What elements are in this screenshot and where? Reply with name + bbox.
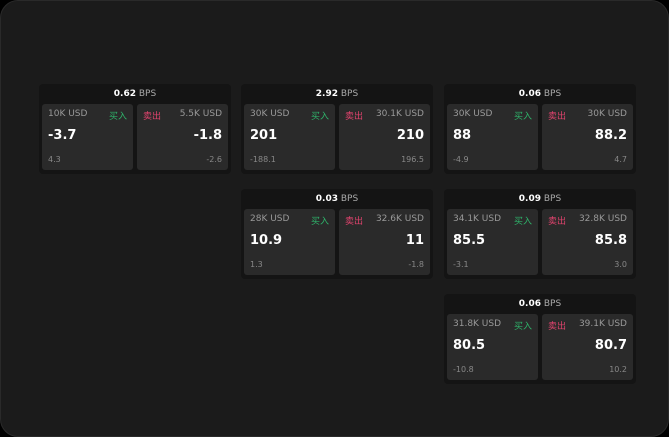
ask-change: 10.2	[609, 365, 627, 374]
ask-price: 11	[405, 233, 424, 248]
buy-panel[interactable]: 30K USD 买入 201 -188.1	[244, 104, 335, 170]
buy-label: 买入	[513, 112, 532, 122]
ask-size: 32.6K USD	[375, 214, 424, 224]
buy-label: 买入	[513, 217, 532, 227]
ask-change: -2.6	[206, 155, 222, 164]
spread-value: 0.09	[518, 194, 541, 204]
quote-card: 0.62 BPS 10K USD 买入 -3.7 4.3 卖出 5.5K USD -…	[39, 84, 231, 174]
sell-label: 卖出	[548, 112, 567, 122]
bid-change: -4.9	[453, 155, 469, 164]
spread-value: 0.06	[518, 299, 541, 309]
spread-value: 0.03	[315, 194, 338, 204]
ask-size: 39.1K USD	[578, 319, 627, 329]
sell-label: 卖出	[143, 112, 162, 122]
bid-change: -188.1	[250, 155, 276, 164]
buy-label: 买入	[513, 322, 532, 332]
bid-size: 31.8K USD	[453, 319, 502, 329]
bid-size: 30K USD	[453, 109, 493, 119]
sell-label: 卖出	[345, 217, 364, 227]
spread-header: 0.62 BPS	[39, 84, 231, 104]
quote-card: 2.92 BPS 30K USD 买入 201 -188.1 卖出 30.1K US…	[241, 84, 433, 174]
sell-panel[interactable]: 卖出 32.8K USD 85.8 3.0	[542, 209, 633, 275]
bid-size: 10K USD	[48, 109, 88, 119]
spread-header: 0.06 BPS	[444, 294, 636, 314]
sell-panel[interactable]: 卖出 5.5K USD -1.8 -2.6	[137, 104, 228, 170]
spread-header: 2.92 BPS	[241, 84, 433, 104]
spread-unit: BPS	[543, 89, 562, 99]
sell-label: 卖出	[345, 112, 364, 122]
sell-panel[interactable]: 卖出 30.1K USD 210 196.5	[339, 104, 430, 170]
spread-header: 0.03 BPS	[241, 189, 433, 209]
ask-change: 4.7	[614, 155, 627, 164]
quote-card: 0.06 BPS 30K USD 买入 88 -4.9 卖出 30K USD 88.…	[444, 84, 636, 174]
spread-unit: BPS	[543, 299, 562, 309]
spread-unit: BPS	[340, 89, 359, 99]
ask-change: 196.5	[401, 155, 424, 164]
ask-change: 3.0	[614, 260, 627, 269]
buy-panel[interactable]: 30K USD 买入 88 -4.9	[447, 104, 538, 170]
buy-panel[interactable]: 28K USD 买入 10.9 1.3	[244, 209, 335, 275]
sell-panel[interactable]: 卖出 32.6K USD 11 -1.8	[339, 209, 430, 275]
bid-size: 28K USD	[250, 214, 290, 224]
spread-value: 0.06	[518, 89, 541, 99]
bid-size: 30K USD	[250, 109, 290, 119]
bid-price: 201	[250, 128, 278, 143]
bid-change: -3.1	[453, 260, 469, 269]
quote-card: 0.03 BPS 28K USD 买入 10.9 1.3 卖出 32.6K USD …	[241, 189, 433, 279]
quote-card: 0.06 BPS 31.8K USD 买入 80.5 -10.8 卖出 39.1K …	[444, 294, 636, 384]
ask-price: 80.7	[594, 338, 627, 353]
sell-label: 卖出	[548, 322, 567, 332]
bid-change: 4.3	[48, 155, 61, 164]
ask-price: 88.2	[594, 128, 627, 143]
sell-label: 卖出	[548, 217, 567, 227]
sell-panel[interactable]: 卖出 39.1K USD 80.7 10.2	[542, 314, 633, 380]
buy-label: 买入	[310, 217, 329, 227]
bid-change: 1.3	[250, 260, 263, 269]
buy-label: 买入	[108, 112, 127, 122]
bid-price: 88	[453, 128, 472, 143]
bid-size: 34.1K USD	[453, 214, 502, 224]
bid-price: -3.7	[48, 128, 77, 143]
spread-value: 0.62	[113, 89, 136, 99]
ask-size: 5.5K USD	[179, 109, 222, 119]
buy-panel[interactable]: 31.8K USD 买入 80.5 -10.8	[447, 314, 538, 380]
ask-size: 30K USD	[587, 109, 627, 119]
spread-value: 2.92	[315, 89, 338, 99]
buy-panel[interactable]: 34.1K USD 买入 85.5 -3.1	[447, 209, 538, 275]
buy-label: 买入	[310, 112, 329, 122]
quote-card: 0.09 BPS 34.1K USD 买入 85.5 -3.1 卖出 32.8K U…	[444, 189, 636, 279]
ask-price: 210	[396, 128, 424, 143]
buy-panel[interactable]: 10K USD 买入 -3.7 4.3	[42, 104, 133, 170]
spread-unit: BPS	[138, 89, 157, 99]
ask-price: -1.8	[193, 128, 222, 143]
spread-unit: BPS	[543, 194, 562, 204]
ask-price: 85.8	[594, 233, 627, 248]
ask-size: 30.1K USD	[375, 109, 424, 119]
bid-price: 85.5	[453, 233, 486, 248]
spread-header: 0.06 BPS	[444, 84, 636, 104]
bid-price: 10.9	[250, 233, 283, 248]
spread-unit: BPS	[340, 194, 359, 204]
spread-header: 0.09 BPS	[444, 189, 636, 209]
bid-change: -10.8	[453, 365, 474, 374]
ask-change: -1.8	[408, 260, 424, 269]
sell-panel[interactable]: 卖出 30K USD 88.2 4.7	[542, 104, 633, 170]
bid-price: 80.5	[453, 338, 486, 353]
ask-size: 32.8K USD	[578, 214, 627, 224]
